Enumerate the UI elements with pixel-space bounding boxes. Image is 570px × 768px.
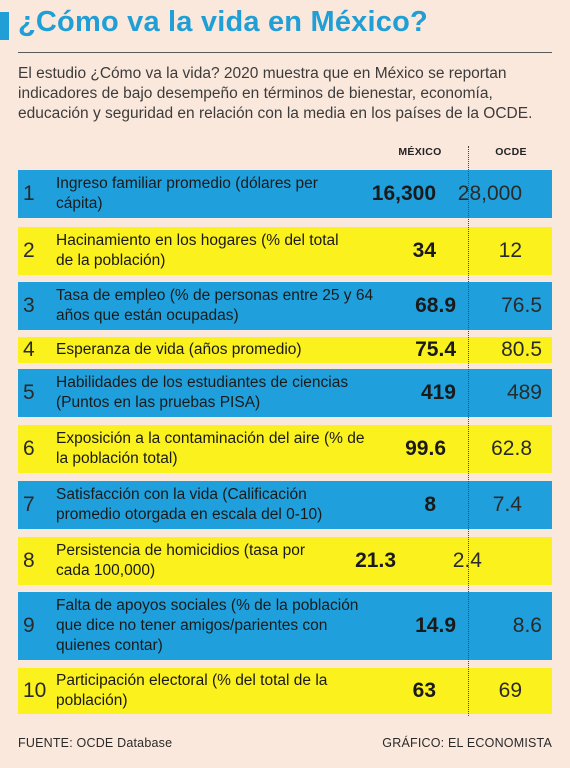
table-row: 6 Exposición a la contaminación del aire… [18,425,552,473]
row-number: 2 [23,239,35,262]
row-mexico-value: 68.9 [415,294,456,317]
column-divider [468,146,469,716]
table-row: 10 Participación electoral (% del total … [18,668,552,714]
title-accent-bar [0,12,9,40]
row-label: Satisfacción con la vida (Calificación p… [56,486,323,523]
row-label: Persistencia de homicidios (tasa por cad… [56,542,305,579]
row-ocde-value: 12 [498,239,522,262]
row-ocde-value: 76.5 [501,294,542,317]
row-label: Tasa de empleo (% de personas entre 25 y… [56,287,374,324]
row-number: 6 [23,437,35,460]
row-mexico-value: 75.4 [415,338,456,361]
table-row: 3 Tasa de empleo (% de personas entre 25… [18,282,552,330]
row-number: 10 [23,679,47,702]
row-mexico-value: 63 [412,679,436,702]
row-label: Falta de apoyos sociales (% de la poblac… [56,597,359,654]
row-ocde-value: 489 [506,381,542,404]
row-number: 3 [23,294,35,317]
table-row: 8 Persistencia de homicidios (tasa por c… [18,537,552,585]
row-ocde-value: 7.4 [492,493,522,516]
row-number: 5 [23,381,35,404]
row-number: 4 [23,338,35,361]
page-title: ¿Cómo va la vida en México? [18,6,428,38]
row-mexico-value: 34 [412,239,436,262]
table-row: 2 Hacinamiento en los hogares (% del tot… [18,227,552,275]
row-mexico-value: 14.9 [415,614,456,637]
column-header-ocde: OCDE [495,146,527,158]
row-ocde-value: 8.6 [512,614,542,637]
row-label: Exposición a la contaminación del aire (… [56,430,365,467]
row-label: Esperanza de vida (años promedio) [56,341,302,358]
table-row: 4 Esperanza de vida (años promedio) 75.4… [18,337,552,363]
credit-note: GRÁFICO: EL ECONOMISTA [382,736,552,750]
row-ocde-value: 2.4 [452,549,482,572]
row-mexico-value: 419 [420,381,456,404]
column-header-mexico: MÉXICO [398,146,442,158]
row-ocde-value: 62.8 [491,437,532,460]
row-mexico-value: 21.3 [355,549,396,572]
row-label: Hacinamiento en los hogares (% del total… [56,232,339,269]
row-label: Participación electoral (% del total de … [56,672,328,709]
row-number: 9 [23,614,35,637]
row-number: 8 [23,549,35,572]
row-mexico-value: 8 [424,493,436,516]
table-row: 9 Falta de apoyos sociales (% de la pobl… [18,592,552,660]
table-row: 5 Habilidades de los estudiantes de cien… [18,369,552,417]
row-ocde-value: 69 [498,679,522,702]
table-row: 1 Ingreso familiar promedio (dólares per… [18,170,552,218]
source-note: FUENTE: OCDE Database [18,736,173,750]
row-mexico-value: 16,300 [371,182,436,205]
row-number: 7 [23,493,35,516]
row-number: 1 [23,182,35,205]
row-ocde-value: 80.5 [501,338,542,361]
table-row: 7 Satisfacción con la vida (Calificación… [18,481,552,529]
row-label: Ingreso familiar promedio (dólares per c… [56,175,318,212]
row-label: Habilidades de los estudiantes de cienci… [56,374,349,411]
row-mexico-value: 99.6 [405,437,446,460]
row-ocde-value: 28,000 [457,182,522,205]
title-divider [18,52,552,53]
intro-paragraph: El estudio ¿Cómo va la vida? 2020 muestr… [18,65,533,122]
